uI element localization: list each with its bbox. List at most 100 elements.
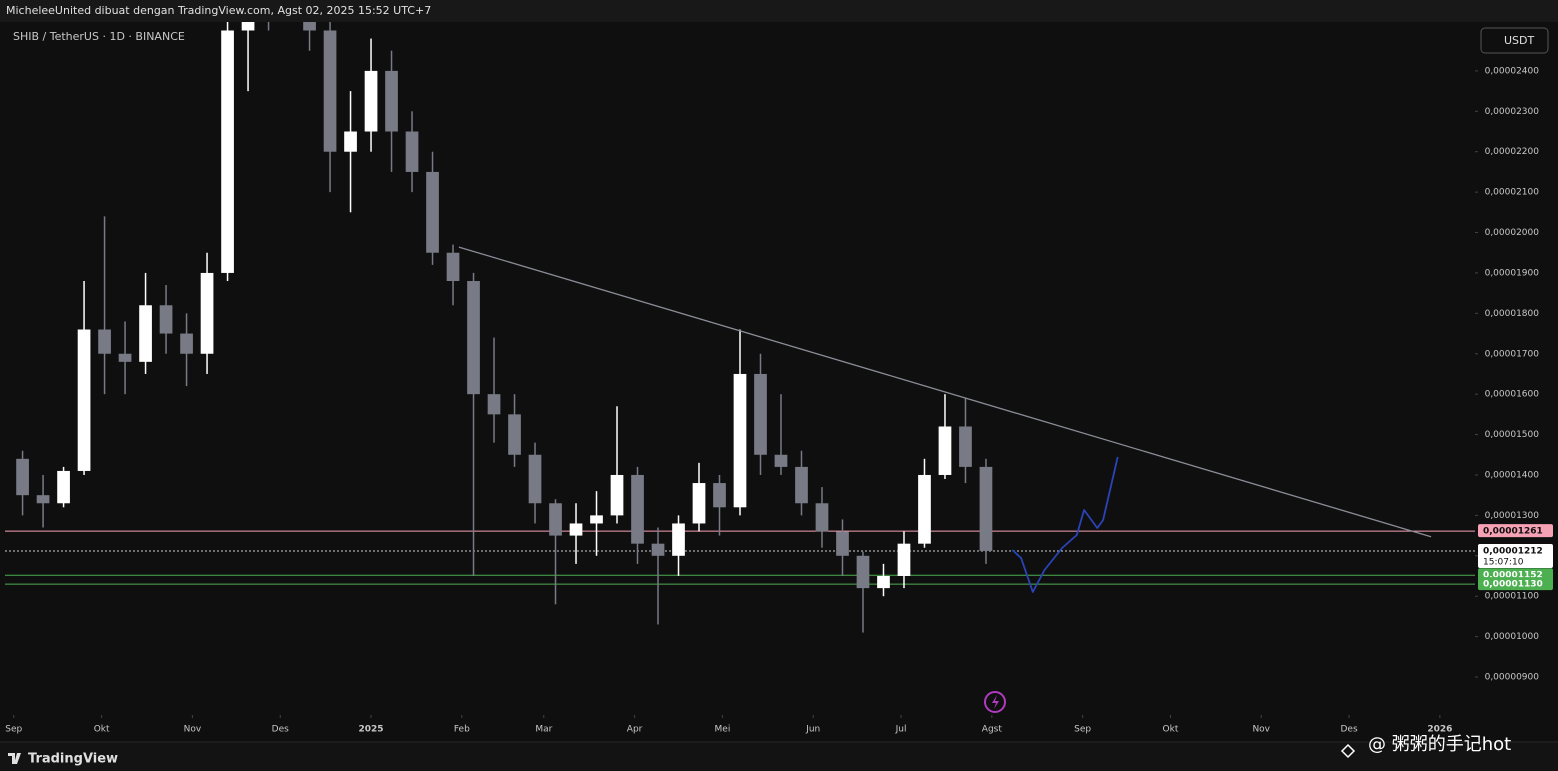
price-label: 0,00001212 — [1483, 546, 1543, 556]
candle-body — [590, 515, 603, 524]
y-tick-label: 0,00001500 — [1485, 430, 1540, 440]
y-tick-label: 0,00002400 — [1485, 66, 1540, 76]
plot-area — [5, 22, 1475, 633]
candle-body — [672, 523, 685, 556]
y-tick-label: 0,00000900 — [1485, 673, 1540, 683]
x-tick-label: 2026 — [1427, 725, 1452, 735]
candle-body — [938, 426, 952, 475]
x-tick-label: Nov — [184, 725, 202, 735]
candle-body — [979, 466, 993, 551]
currency-button[interactable] — [1480, 27, 1549, 54]
projection-path — [1011, 456, 1119, 593]
price-label-box — [1478, 524, 1553, 538]
footer-brand: TradingView — [28, 752, 118, 767]
candle-body — [139, 305, 152, 362]
header-bar — [0, 0, 1558, 22]
x-tick-label: Agst — [982, 725, 1003, 735]
x-tick-label: Des — [272, 725, 289, 735]
candle-body — [16, 458, 29, 496]
candle-body — [323, 30, 337, 152]
y-tick-label: 0,00002300 — [1485, 107, 1540, 117]
header-text: MicheleeUnited dibuat dengan TradingView… — [6, 4, 431, 17]
candle-body — [631, 474, 644, 544]
y-tick-label: 0,00001700 — [1485, 349, 1540, 359]
candle-body — [344, 131, 357, 152]
candle-body — [692, 483, 706, 524]
x-tick-label: Jul — [895, 725, 907, 735]
candle-body — [36, 495, 50, 504]
price-label: 0,00001261 — [1483, 527, 1543, 537]
candle-body — [467, 281, 480, 395]
candle-body — [528, 454, 542, 504]
y-tick-label: 0,00002100 — [1485, 188, 1540, 198]
candle-body — [815, 503, 829, 532]
x-tick-label: Sep — [5, 725, 22, 735]
watermark-icon — [1340, 743, 1356, 759]
symbol-title: SHIB / TetherUS · 1D · BINANCE — [13, 30, 185, 43]
candle-body — [364, 70, 378, 132]
y-tick-label: 0,00001000 — [1485, 632, 1540, 642]
x-tick-label: Mei — [715, 725, 731, 735]
x-tick-label: Apr — [627, 725, 643, 735]
candle-body — [446, 252, 460, 282]
candle-body — [918, 474, 931, 544]
candle-body — [856, 555, 870, 589]
y-tick-label: 0,00001800 — [1485, 309, 1540, 319]
candle-body — [508, 414, 521, 455]
candle-body — [877, 575, 890, 589]
candle-body — [754, 373, 767, 455]
watermark: @ 粥粥的手记hot — [1368, 734, 1511, 755]
price-label-box — [1478, 543, 1553, 568]
x-tick-label: Des — [1341, 725, 1358, 735]
candle-body — [159, 305, 173, 334]
candle-body — [426, 171, 439, 253]
candle-body — [98, 329, 111, 354]
candle-body — [405, 131, 419, 172]
x-tick-label: Feb — [454, 725, 470, 735]
y-tick-label: 0,00002200 — [1485, 147, 1540, 157]
candle-body — [795, 466, 808, 504]
event-icon[interactable] — [984, 691, 1006, 713]
candle-body — [180, 333, 193, 354]
x-tick-label: Okt — [1163, 725, 1179, 735]
candle-body — [610, 474, 624, 516]
x-tick-label: Mar — [535, 725, 552, 735]
price-label: 0,00001152 — [1483, 571, 1543, 581]
candle-body — [774, 454, 788, 467]
candle-body — [897, 543, 911, 576]
candle-body — [569, 523, 583, 536]
x-tick-label: Sep — [1074, 725, 1091, 735]
y-tick-label: 0,00001400 — [1485, 470, 1540, 480]
x-tick-label: Okt — [94, 725, 110, 735]
currency-label[interactable]: USDT — [1504, 34, 1535, 47]
candle-body — [549, 503, 562, 536]
price-label-box — [1478, 577, 1553, 591]
candle-body — [713, 483, 726, 508]
candle-body — [200, 272, 214, 354]
candle-body — [57, 470, 70, 504]
price-countdown: 15:07:10 — [1483, 557, 1524, 567]
y-tick-label: 0,00001300 — [1485, 511, 1540, 521]
trendline — [458, 246, 1432, 538]
x-tick-label: 2025 — [359, 725, 384, 735]
candle-body — [303, 22, 316, 31]
event-bolt — [992, 695, 999, 709]
x-tick-label: Jun — [805, 725, 820, 735]
axes: 0,000009000,000010000,000011000,00001200… — [5, 66, 1553, 735]
candle-body — [836, 531, 849, 556]
candle-body — [118, 353, 132, 362]
candle-body — [221, 30, 234, 273]
candle-body — [733, 373, 747, 508]
footer-bar — [0, 743, 1558, 771]
x-tick-label: Nov — [1252, 725, 1270, 735]
candle-body — [385, 70, 398, 132]
candle-body — [959, 426, 972, 467]
y-tick-label: 0,00001600 — [1485, 390, 1540, 400]
candle-body — [77, 329, 91, 471]
candle-body — [651, 543, 665, 556]
y-tick-label: 0,00001100 — [1485, 592, 1540, 602]
price-label: 0,00001130 — [1483, 580, 1543, 590]
y-tick-label: 0,00002000 — [1485, 228, 1540, 238]
